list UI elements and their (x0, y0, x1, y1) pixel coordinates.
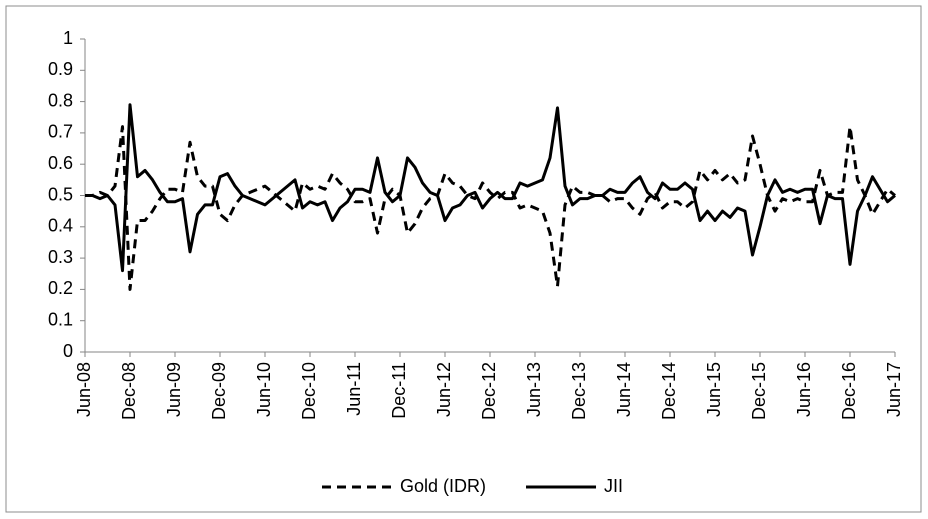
y-tick-label: 0.1 (48, 309, 73, 329)
y-tick-label: 0.6 (48, 153, 73, 173)
y-tick-label: 0.9 (48, 59, 73, 79)
x-tick-label: Jun-16 (794, 362, 814, 417)
y-tick-label: 0.4 (48, 216, 73, 236)
x-tick-label: Jun-14 (614, 362, 634, 417)
x-tick-label: Dec-15 (749, 362, 769, 420)
x-tick-label: Dec-08 (119, 362, 139, 420)
x-tick-label: Jun-10 (254, 362, 274, 417)
x-tick-label: Jun-17 (884, 362, 904, 417)
x-tick-label: Jun-15 (704, 362, 724, 417)
y-tick-label: 0.8 (48, 90, 73, 110)
chart-frame (5, 5, 922, 513)
x-tick-label: Jun-08 (74, 362, 94, 417)
x-tick-label: Dec-09 (209, 362, 229, 420)
x-tick-label: Dec-10 (299, 362, 319, 420)
x-tick-label: Jun-13 (524, 362, 544, 417)
y-tick-label: 0.7 (48, 122, 73, 142)
x-tick-label: Dec-16 (839, 362, 859, 420)
x-tick-label: Dec-12 (479, 362, 499, 420)
y-tick-label: 0 (63, 341, 73, 361)
legend-label: JII (604, 476, 623, 496)
x-tick-label: Jun-12 (434, 362, 454, 417)
x-tick-label: Jun-09 (164, 362, 184, 417)
x-tick-label: Dec-14 (659, 362, 679, 420)
y-tick-label: 0.3 (48, 247, 73, 267)
x-tick-label: Dec-11 (389, 362, 409, 419)
y-tick-label: 0.5 (48, 184, 73, 204)
y-tick-label: 0.2 (48, 278, 73, 298)
x-tick-label: Jun-11 (344, 362, 364, 416)
legend-label: Gold (IDR) (400, 476, 486, 496)
series-line (85, 125, 896, 291)
x-tick-label: Dec-13 (569, 362, 589, 420)
series-line (85, 103, 896, 273)
y-tick-label: 1 (63, 28, 73, 48)
